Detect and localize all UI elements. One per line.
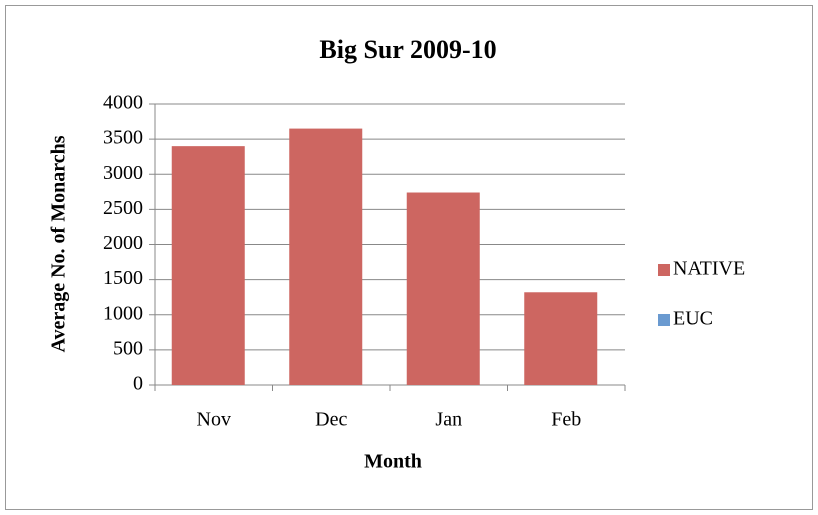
y-tick-label: 3500 [103,127,143,149]
chart-title: Big Sur 2009-10 [319,35,496,64]
bar [406,192,480,385]
y-tick-label: 1000 [103,302,143,324]
y-axis-label: Average No. of Monarchs [48,135,70,352]
y-tick-label: 0 [133,373,143,395]
bar [289,128,363,385]
x-tick-label: Jan [435,409,462,431]
y-tick-label: 500 [113,337,143,359]
legend-swatch [658,314,670,326]
x-tick-label: Dec [315,409,347,431]
x-tick-label: Nov [197,409,231,431]
bar [524,292,598,385]
bar [171,146,245,385]
legend-label: EUC [673,308,713,330]
y-tick-label: 1500 [103,267,143,289]
y-tick-label: 2000 [103,232,143,254]
legend-label: NATIVE [673,258,745,280]
x-axis-label: Month [364,451,422,473]
y-tick-label: 4000 [103,92,143,114]
y-tick-label: 3000 [103,162,143,184]
legend-swatch [658,264,670,276]
x-tick-label: Feb [551,409,581,431]
y-tick-label: 2500 [103,197,143,219]
